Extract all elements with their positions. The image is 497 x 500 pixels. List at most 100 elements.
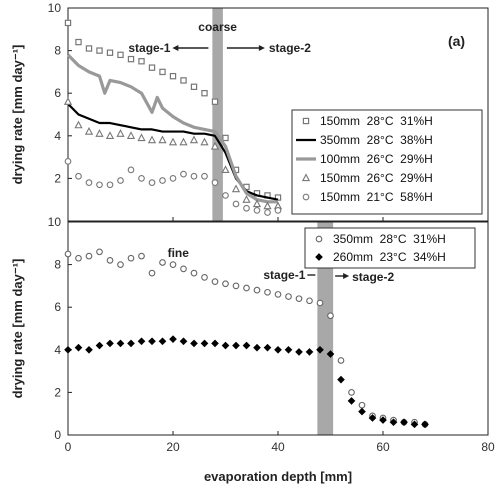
data-point [274,345,282,354]
data-point [169,175,177,182]
data-point [75,172,82,180]
data-point [64,345,72,354]
data-point [127,339,135,348]
y-tick-label: 10 [48,1,62,15]
data-point [74,120,83,129]
x-tick-label: 80 [481,440,495,454]
data-point [327,312,334,320]
y-tick-label: 6 [54,300,61,314]
data-point [222,280,229,288]
stage1-arrowhead [172,45,179,51]
data-point [169,72,177,80]
data-point [85,179,93,187]
y-tick-label: 2 [54,385,61,399]
transition-band [212,8,223,221]
data-point [138,252,145,260]
legend-box [304,227,476,269]
series-2 [64,335,429,429]
data-point [190,269,198,277]
data-point [147,135,157,144]
data-point [64,250,72,258]
data-point [63,97,73,105]
data-point [138,58,145,65]
data-point [180,170,187,178]
data-point [410,420,419,429]
data-point [169,261,177,268]
legend: 350mm 28°C 31%H 260mm 23°C 34%H [304,227,476,269]
data-point [253,207,261,214]
data-point [211,98,219,105]
data-point [211,278,219,285]
legend-entry: 350mm 28°C 31%H [333,232,446,246]
data-point [106,256,114,264]
data-point [148,64,156,71]
data-point [117,51,124,59]
data-point [169,335,177,343]
data-point [106,339,114,348]
data-point [75,254,82,262]
y-tick-label: 6 [54,86,61,100]
data-point [137,133,146,142]
data-point [285,293,292,300]
legend-entry: 260mm 23°C 34%H [333,250,446,264]
data-point [242,195,251,203]
data-point [96,248,103,256]
data-point [243,204,250,212]
data-point [211,339,219,348]
legend-box [291,109,483,215]
data-point [64,19,72,27]
data-point [74,343,83,352]
data-point [231,184,241,193]
y-tick-label: 4 [54,129,61,143]
stage1-label: stage-1 [263,268,305,282]
y-tick-label: 4 [54,343,61,357]
y-tick-label: 0 [54,428,61,442]
legend-swatch [302,193,310,201]
data-point [179,337,188,346]
data-point [106,181,114,189]
data-point [253,286,261,294]
stage2-arrowhead [343,273,350,279]
data-point [190,339,198,348]
stage2-arrowhead [258,45,265,51]
data-point [158,135,167,144]
data-point [253,343,261,352]
data-point [117,261,124,268]
x-tick-label: 0 [65,440,72,454]
data-point [116,339,125,348]
legend-swatch [302,117,310,125]
data-point [84,126,94,135]
data-point [117,177,124,184]
data-point [211,179,219,187]
data-point [274,194,282,201]
data-point [126,131,136,139]
stage1-label: stage-1 [128,41,170,55]
data-point [306,297,313,305]
data-point [85,252,93,260]
y-axis-label: drying rate [mm day⁻¹] [10,259,25,399]
data-point [368,414,377,422]
data-point [105,131,115,139]
data-point [400,418,408,427]
legend-entry: 150mm 28°C 31%H [320,114,433,128]
stage2-label: stage-2 [269,41,311,55]
data-point [148,269,156,277]
y-tick-label: 8 [54,258,61,272]
data-point [201,274,208,281]
data-point [127,166,135,174]
data-point [274,291,282,298]
data-point [85,45,93,52]
data-point [201,89,208,97]
data-point [116,129,125,137]
data-point [243,284,250,292]
data-point [232,200,240,208]
data-point [137,337,146,346]
stage2-label: stage-2 [352,270,394,284]
data-point [189,135,199,144]
y-tick-label: 10 [48,215,62,229]
series-4 [63,97,283,210]
data-point [295,348,303,356]
legend-swatch [315,253,323,261]
data-point [138,175,145,182]
